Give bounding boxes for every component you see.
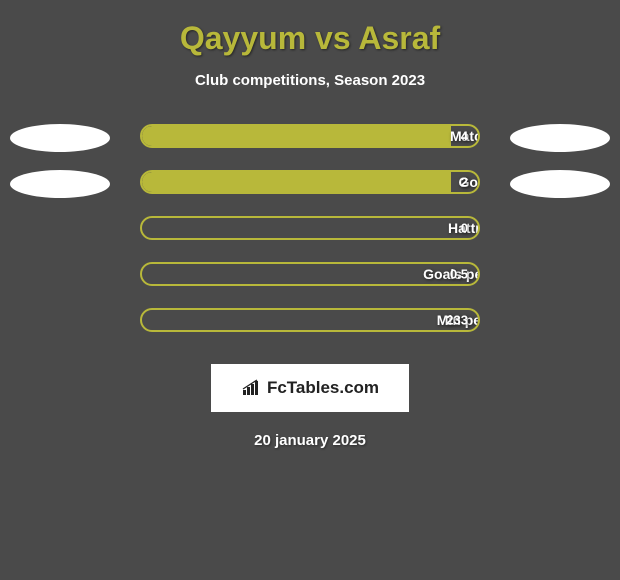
stat-bar: Goals per match 0.5 — [140, 262, 480, 286]
brand-text: FcTables.com — [267, 378, 379, 398]
stat-row: Matches 4 — [0, 124, 620, 148]
stat-label: Hattricks — [310, 220, 480, 236]
stat-bar: Min per goal 233 — [140, 308, 480, 332]
stat-value: 0 — [461, 221, 468, 236]
comparison-widget: Qayyum vs Asraf Club competitions, Seaso… — [0, 0, 620, 459]
stat-label: Matches — [310, 128, 480, 144]
stat-bar: Matches 4 — [140, 124, 480, 148]
page-title: Qayyum vs Asraf — [0, 20, 620, 57]
stat-row: Hattricks 0 — [0, 216, 620, 240]
stat-bar: Hattricks 0 — [140, 216, 480, 240]
bar-chart-icon — [241, 379, 261, 397]
stat-row: Min per goal 233 — [0, 308, 620, 332]
stat-bar: Goals 2 — [140, 170, 480, 194]
stat-value: 233 — [446, 313, 468, 328]
stat-value: 4 — [461, 129, 468, 144]
stat-row: Goals per match 0.5 — [0, 262, 620, 286]
date-text: 20 january 2025 — [0, 432, 620, 449]
stats-area: Matches 4 Goals 2 Hattricks 0 Goals per … — [0, 124, 620, 332]
subtitle: Club competitions, Season 2023 — [0, 72, 620, 89]
stat-row: Goals 2 — [0, 170, 620, 194]
stat-value: 0.5 — [450, 267, 468, 282]
stat-value: 2 — [461, 175, 468, 190]
brand-box[interactable]: FcTables.com — [211, 364, 409, 412]
stat-label: Goals — [310, 174, 480, 190]
brand-inner: FcTables.com — [241, 378, 379, 398]
